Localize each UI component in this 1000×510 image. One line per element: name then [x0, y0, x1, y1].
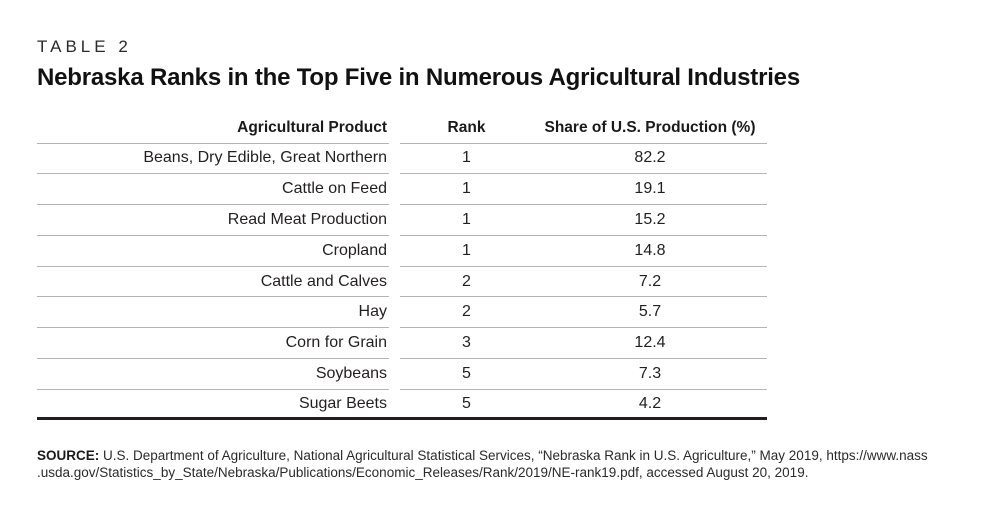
table-header-row: Agricultural Product Rank Share of U.S. …	[37, 112, 767, 144]
column-gap	[389, 144, 400, 175]
product-cell: Read Meat Production	[37, 205, 389, 236]
column-gap	[389, 236, 400, 267]
product-cell: Corn for Grain	[37, 328, 389, 360]
row-group: 5 7.3	[400, 359, 767, 390]
rank-cell: 1	[462, 241, 471, 259]
source-note: SOURCE: U.S. Department of Agriculture, …	[37, 447, 977, 482]
product-cell: Beans, Dry Edible, Great Northern	[37, 144, 389, 175]
share-cell: 15.2	[634, 210, 666, 228]
header-group: Rank Share of U.S. Production (%)	[400, 112, 767, 144]
column-header-share: Share of U.S. Production (%)	[544, 118, 756, 136]
table-title: Nebraska Ranks in the Top Five in Numero…	[37, 64, 800, 91]
row-group: 1 19.1	[400, 174, 767, 206]
rank-cell: 1	[462, 180, 471, 198]
share-cell: 82.2	[634, 149, 666, 167]
source-line-1: U.S. Department of Agriculture, National…	[103, 447, 928, 463]
table-row: Cattle and Calves 2 7.2	[37, 267, 767, 298]
rank-cell: 2	[462, 272, 471, 290]
row-group: 2 5.7	[400, 297, 767, 329]
share-cell: 7.2	[638, 272, 662, 290]
source-label: SOURCE:	[37, 447, 100, 463]
source-line-2: .usda.gov/Statistics_by_State/Nebraska/P…	[37, 465, 809, 481]
column-header-product: Agricultural Product	[37, 112, 389, 144]
share-cell: 4.2	[638, 394, 662, 412]
column-header-rank: Rank	[447, 118, 486, 136]
row-group: 5 4.2	[400, 390, 767, 418]
table-row: Cattle on Feed 1 19.1	[37, 174, 767, 206]
row-group: 2 7.2	[400, 267, 767, 298]
column-gap	[389, 205, 400, 236]
table-row: Hay 2 5.7	[37, 297, 767, 329]
column-gap	[389, 112, 400, 144]
product-cell: Hay	[37, 297, 389, 329]
column-gap	[389, 267, 400, 298]
rank-cell: 1	[462, 210, 471, 228]
rank-cell: 3	[462, 334, 471, 352]
product-cell: Soybeans	[37, 359, 389, 390]
rank-cell: 2	[462, 303, 471, 321]
row-group: 1 15.2	[400, 205, 767, 236]
share-cell: 19.1	[634, 180, 666, 198]
data-table: Agricultural Product Rank Share of U.S. …	[37, 112, 767, 420]
product-cell: Cattle on Feed	[37, 174, 389, 206]
product-cell: Cattle and Calves	[37, 267, 389, 298]
product-cell: Sugar Beets	[298, 394, 387, 412]
table-number-label: TABLE 2	[37, 37, 132, 56]
rank-cell: 1	[462, 149, 471, 167]
table-row: Cropland 1 14.8	[37, 236, 767, 267]
column-gap	[389, 390, 400, 418]
table-row: Soybeans 5 7.3	[37, 359, 767, 390]
table-bottom-rule	[37, 417, 767, 420]
product-cell: Cropland	[37, 236, 389, 267]
rank-cell: 5	[462, 394, 471, 412]
table-row: Read Meat Production 1 15.2	[37, 205, 767, 236]
report-page: TABLE 2 Nebraska Ranks in the Top Five i…	[37, 37, 977, 482]
column-gap	[389, 359, 400, 390]
table-body: Beans, Dry Edible, Great Northern 1 82.2 Ca…	[37, 144, 767, 418]
table-row: Corn for Grain 3 12.4	[37, 328, 767, 360]
share-cell: 14.8	[634, 241, 666, 259]
share-cell: 12.4	[634, 334, 666, 352]
table-row: Sugar Beets 5 4.2	[37, 390, 767, 418]
table-row: Beans, Dry Edible, Great Northern 1 82.2	[37, 144, 767, 175]
column-gap	[389, 174, 400, 205]
column-gap	[389, 297, 400, 328]
row-group: 1 14.8	[400, 236, 767, 267]
column-gap	[389, 328, 400, 359]
row-group: 1 82.2	[400, 144, 767, 175]
share-cell: 5.7	[638, 303, 662, 321]
row-group: 3 12.4	[400, 328, 767, 360]
rank-cell: 5	[462, 364, 471, 382]
share-cell: 7.3	[638, 364, 662, 382]
